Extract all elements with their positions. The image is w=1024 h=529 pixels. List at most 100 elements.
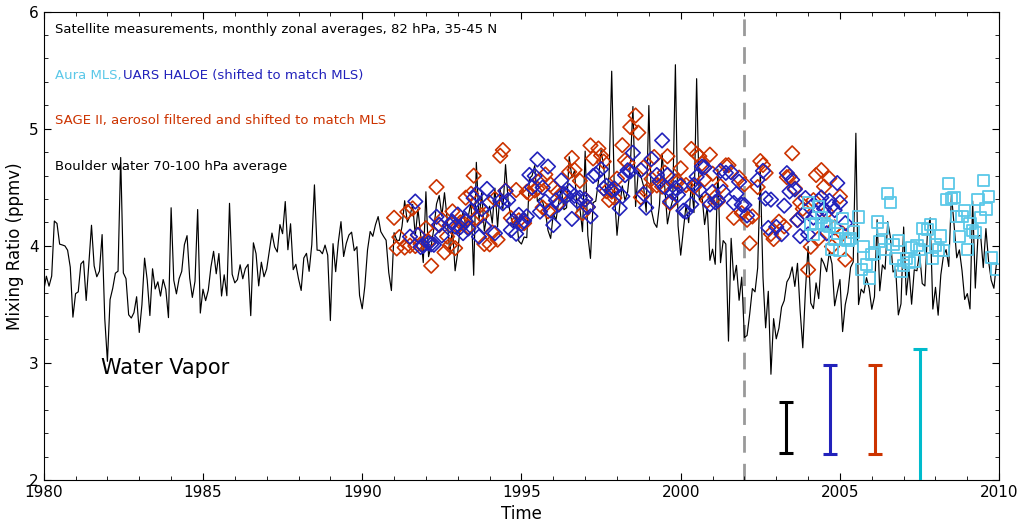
Point <box>768 223 784 231</box>
Point <box>643 175 659 183</box>
Point <box>673 181 689 190</box>
Point <box>529 185 546 193</box>
Point <box>408 242 424 250</box>
Point <box>609 175 626 183</box>
Point <box>551 200 567 209</box>
Point <box>914 225 931 233</box>
Point <box>535 203 551 212</box>
Point <box>571 194 588 202</box>
Point <box>853 266 869 274</box>
Point <box>574 209 591 217</box>
Point <box>755 167 771 175</box>
Point <box>495 199 511 207</box>
Point <box>471 202 487 211</box>
Point <box>463 189 479 198</box>
Point <box>521 189 538 198</box>
Point <box>707 193 723 202</box>
Point <box>816 183 833 191</box>
Point <box>635 163 651 171</box>
Point <box>538 170 554 179</box>
Point <box>577 195 593 204</box>
Point <box>598 187 614 195</box>
Point <box>654 183 671 191</box>
Point <box>693 159 710 168</box>
Point <box>441 241 458 250</box>
Point <box>786 185 803 194</box>
Point <box>901 258 918 267</box>
Point <box>561 187 578 195</box>
Point <box>493 151 509 160</box>
Point <box>524 183 541 191</box>
Point <box>888 254 904 262</box>
Point <box>723 168 739 177</box>
Point <box>479 185 496 193</box>
Point <box>835 214 851 222</box>
Text: Satellite measurements, monthly zonal averages, 82 hPa, 35-45 N: Satellite measurements, monthly zonal av… <box>55 23 498 37</box>
Point <box>856 243 872 251</box>
Point <box>596 157 612 166</box>
Point <box>556 190 572 198</box>
Point <box>800 198 816 207</box>
Point <box>880 189 896 197</box>
Point <box>651 177 668 186</box>
Point <box>837 234 853 243</box>
Point <box>710 197 726 206</box>
Point <box>821 222 838 231</box>
Point <box>776 222 793 231</box>
Point <box>620 166 636 175</box>
Point <box>941 179 957 187</box>
Point <box>466 171 482 180</box>
Point <box>670 177 686 186</box>
Point <box>606 184 623 193</box>
Point <box>953 213 970 221</box>
Point <box>811 196 827 205</box>
Point <box>778 173 795 181</box>
Point <box>503 214 519 222</box>
Point <box>656 183 673 191</box>
Point <box>489 235 506 244</box>
Point <box>943 194 959 203</box>
Point <box>790 216 806 224</box>
Point <box>436 248 453 257</box>
Point <box>423 240 439 249</box>
Point <box>713 182 729 190</box>
Point <box>441 221 458 230</box>
Point <box>967 229 983 237</box>
Text: SAGE II, aerosol filtered and shifted to match MLS: SAGE II, aerosol filtered and shifted to… <box>55 114 386 127</box>
Point <box>630 129 646 137</box>
Point <box>831 198 848 207</box>
Point <box>468 214 484 222</box>
Point <box>540 162 556 171</box>
Point <box>763 195 779 204</box>
Point <box>893 268 909 276</box>
Point <box>529 155 546 163</box>
Point <box>718 161 734 170</box>
Point <box>563 154 580 162</box>
Point <box>823 202 840 211</box>
Point <box>821 174 838 183</box>
Point <box>903 243 920 251</box>
Point <box>481 240 498 249</box>
Point <box>633 193 649 202</box>
Point <box>823 245 840 254</box>
Point <box>601 196 617 204</box>
Point <box>763 230 779 238</box>
Point <box>526 172 543 180</box>
Point <box>413 243 429 251</box>
Point <box>616 171 633 179</box>
Point <box>800 266 816 274</box>
Point <box>453 223 469 231</box>
Point <box>421 238 437 246</box>
Point <box>583 141 599 150</box>
Point <box>561 168 578 176</box>
Point <box>458 194 474 202</box>
Point <box>593 151 609 160</box>
Point <box>805 230 821 239</box>
Point <box>662 197 678 206</box>
Point <box>720 161 736 169</box>
Point <box>433 215 450 224</box>
Point <box>654 136 671 144</box>
Point <box>877 245 893 254</box>
Point <box>718 169 734 177</box>
Point <box>580 203 596 211</box>
